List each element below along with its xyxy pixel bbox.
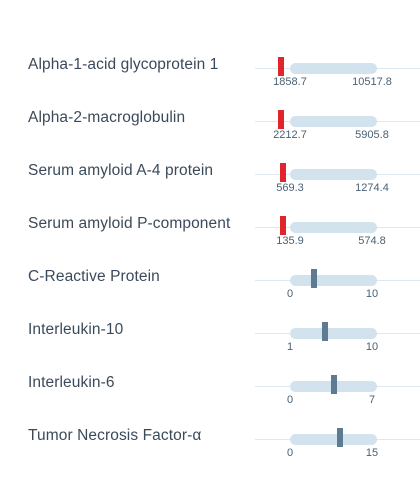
biomarker-row: Tumor Necrosis Factor-α 0 15 — [0, 416, 420, 459]
range-gauge: 0 15 — [255, 416, 420, 459]
value-marker — [278, 57, 285, 76]
range-max-label: 10 — [365, 341, 379, 353]
range-min-label: 0 — [286, 394, 294, 406]
range-min-label: 2212.7 — [273, 129, 307, 141]
biomarker-row: Interleukin-6 0 7 — [0, 363, 420, 406]
biomarker-name: Alpha-2-macroglobulin — [28, 109, 186, 126]
value-marker — [278, 110, 285, 129]
range-max-label: 5905.8 — [355, 129, 389, 141]
range-min-label: 1858.7 — [273, 76, 307, 88]
range-min-label: 569.3 — [276, 182, 304, 194]
range-max-label: 1274.4 — [355, 182, 389, 194]
reference-range-track — [290, 116, 377, 127]
range-gauge: 0 10 — [255, 257, 420, 300]
biomarker-name: Interleukin-10 — [28, 321, 124, 338]
biomarker-name: Alpha-1-acid glycoprotein 1 — [28, 56, 219, 73]
reference-range-track — [290, 434, 377, 445]
range-gauge: 0 7 — [255, 363, 420, 406]
biomarker-name: Serum amyloid P-component — [28, 215, 231, 232]
biomarker-name: Interleukin-6 — [28, 374, 115, 391]
reference-range-track — [290, 63, 377, 74]
biomarker-name: Serum amyloid A-4 protein — [28, 162, 214, 179]
range-gauge: 1858.7 10517.8 — [255, 45, 420, 88]
range-min-label: 1 — [286, 341, 294, 353]
range-max-label: 574.8 — [358, 235, 386, 247]
range-max-label: 15 — [365, 447, 379, 459]
range-min-label: 135.9 — [276, 235, 304, 247]
range-max-label: 7 — [368, 394, 376, 406]
value-marker — [330, 375, 337, 394]
biomarker-row: Alpha-1-acid glycoprotein 1 1858.7 10517… — [0, 45, 420, 88]
biomarker-row: Alpha-2-macroglobulin 2212.7 5905.8 — [0, 98, 420, 141]
biomarker-row: Serum amyloid P-component 135.9 574.8 — [0, 204, 420, 247]
biomarker-row: Serum amyloid A-4 protein 569.3 1274.4 — [0, 151, 420, 194]
reference-range-track — [290, 222, 377, 233]
biomarker-row: C-Reactive Protein 0 10 — [0, 257, 420, 300]
value-marker — [321, 322, 328, 341]
range-max-label: 10 — [365, 288, 379, 300]
value-marker — [336, 428, 343, 447]
value-marker — [280, 216, 287, 235]
range-min-label: 0 — [286, 288, 294, 300]
range-gauge: 135.9 574.8 — [255, 204, 420, 247]
reference-range-track — [290, 169, 377, 180]
value-marker — [280, 163, 287, 182]
reference-range-track — [290, 328, 377, 339]
range-min-label: 0 — [286, 447, 294, 459]
range-gauge: 1 10 — [255, 310, 420, 353]
range-gauge: 569.3 1274.4 — [255, 151, 420, 194]
range-gauge: 2212.7 5905.8 — [255, 98, 420, 141]
biomarker-name: C-Reactive Protein — [28, 268, 160, 285]
biomarker-row: Interleukin-10 1 10 — [0, 310, 420, 353]
biomarker-name: Tumor Necrosis Factor-α — [28, 427, 202, 444]
range-max-label: 10517.8 — [352, 76, 392, 88]
reference-range-track — [290, 275, 377, 286]
value-marker — [311, 269, 318, 288]
